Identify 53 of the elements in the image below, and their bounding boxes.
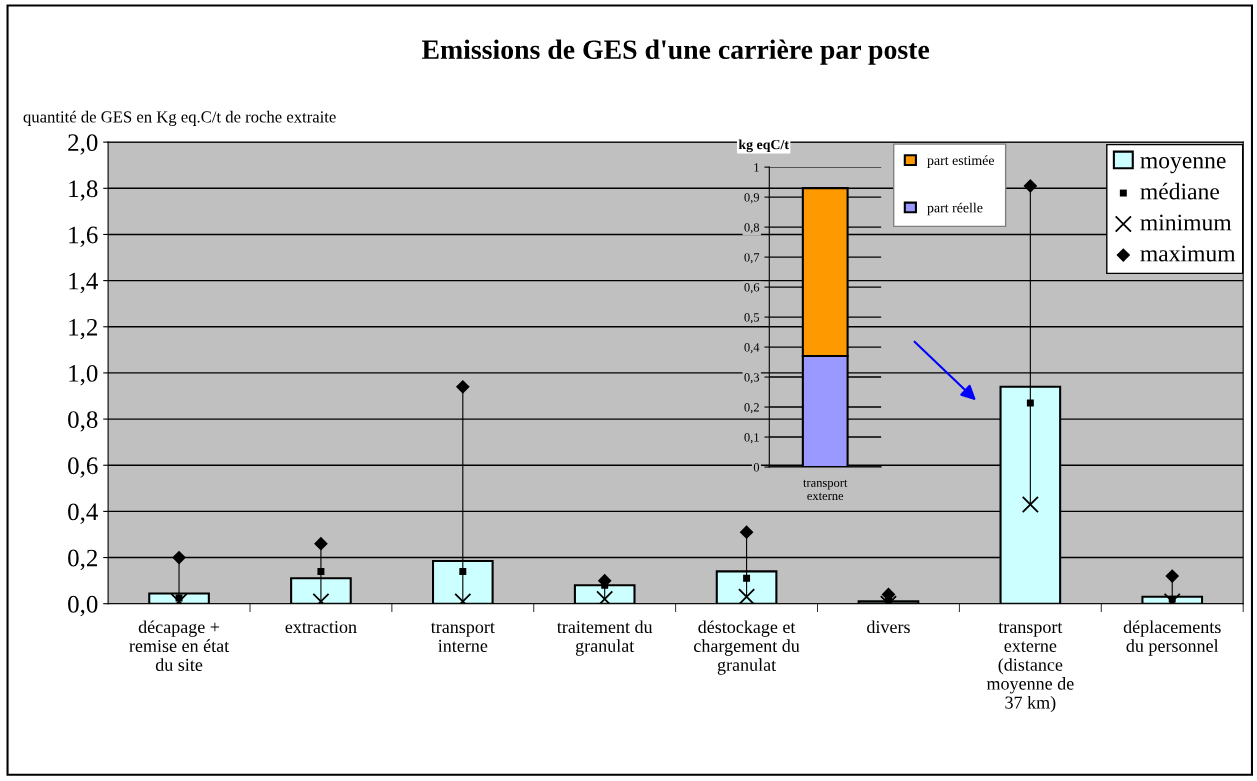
legend-label: médiane [1140,182,1220,200]
y-tick-label: 0,2 [68,549,97,571]
y-tick-label: 0,6 [68,457,98,478]
y-tick-label: 0,8 [68,411,98,432]
point [1023,179,1038,193]
y-axis-title: quantité de GES en Kg eq.C/t de roche extraite [23,110,336,126]
chart-title: Emissions de GES d'une carrière par poste [421,39,930,65]
legend-label: minimum [1140,214,1232,231]
y-tick-label: 0,6 [744,283,760,294]
y-tick-label: 0 [753,463,760,472]
legend-label: part estimée [927,155,995,168]
x-tick-label: transport interne [430,622,495,652]
point [317,567,325,575]
y-tick-label: 2,0 [68,134,98,155]
point [1168,595,1176,603]
y-tick-label: 0,3 [744,373,760,384]
y-tick-label: 0,5 [744,313,760,324]
legend-label: moyenne [1140,157,1226,174]
x-tick-label: divers [867,620,910,634]
point [459,567,467,575]
y-tick-label: 1 [754,163,759,172]
y-tick-label: 1,0 [69,364,98,386]
point [1026,399,1034,407]
x-tick-label: déplacements du personnel [1123,620,1221,656]
x-tick-label: transport externe (distance moyenne de 37 km) [986,622,1074,713]
y-tick-label: 0,4 [68,503,98,524]
legend-label: maximum [1140,245,1236,262]
y-tick-label: 0,8 [744,223,760,234]
y-tick-label: 0,2 [744,403,759,414]
y-tick-label: 0,4 [744,343,760,354]
point [743,574,751,582]
y-tick-label: 1,6 [69,226,98,247]
point [1165,569,1180,583]
y-tick-label: 0,9 [744,193,760,204]
x-tick-label: décapage + remise en état du site [129,620,230,671]
y-tick-label: 1,4 [69,272,98,294]
x-tick-label: transport externe [803,479,848,501]
x-tick-label: traitement du granulat [556,620,653,656]
y-axis-title: kg eqC/t [738,139,789,153]
point [739,525,754,540]
point [455,379,470,394]
point [172,550,186,565]
y-tick-label: 0,0 [68,595,98,617]
y-tick-label: 0,1 [744,433,759,444]
y-tick-label: 1,8 [69,180,98,201]
y-tick-label: 1,2 [69,318,97,340]
y-tick-label: 0,7 [744,253,760,264]
point [175,594,183,602]
x-tick-label: extraction [285,620,357,634]
x-tick-label: déstockage et chargement du granulat [694,620,800,675]
point [1021,495,1039,514]
point [314,536,328,551]
legend-label: part réelle [927,202,983,216]
